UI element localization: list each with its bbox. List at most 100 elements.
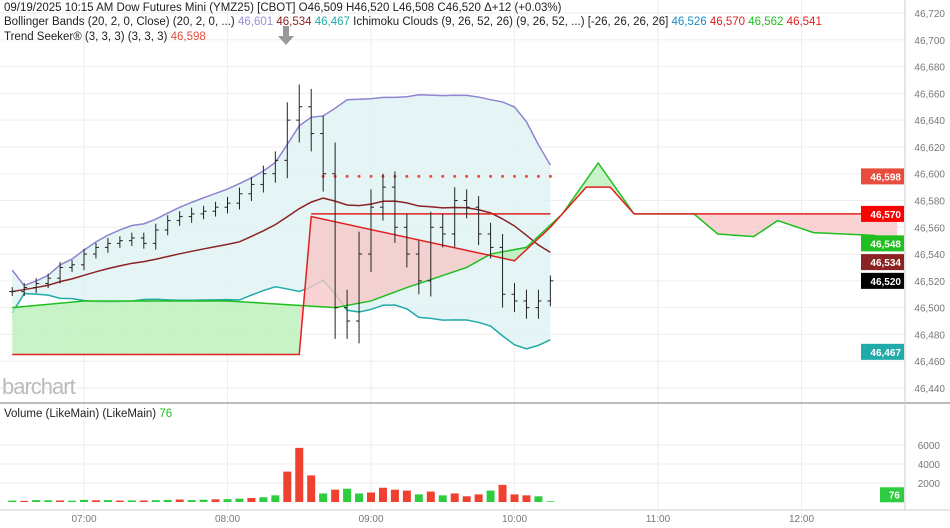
volume-tick-label: 6000 — [918, 441, 941, 452]
trend-seeker-dot — [345, 174, 349, 178]
volume-bar — [103, 500, 112, 502]
x-tick-label: 09:00 — [358, 514, 383, 525]
bb-label: Bollinger Bands (20, 2, 0, Close) (20, 2… — [4, 16, 235, 28]
price-tag — [861, 343, 904, 360]
volume-tag-label: 76 — [889, 490, 901, 501]
cloud-segment — [275, 303, 288, 355]
trend-seeker-dot — [405, 174, 409, 178]
cloud-segment — [442, 245, 455, 276]
bb-lower: 46,467 — [314, 16, 350, 28]
ich-v3: 46,562 — [748, 16, 784, 28]
price-bar — [284, 102, 291, 179]
volume-tag — [880, 487, 904, 503]
cloud-segment — [119, 300, 132, 355]
bollinger-upper — [11, 93, 552, 287]
price-tag — [861, 235, 904, 252]
cloud-segment — [813, 213, 826, 234]
cloud-segment — [179, 300, 192, 355]
cloud-segment — [741, 213, 754, 237]
cloud-segment — [107, 300, 120, 355]
cloud-segment — [753, 213, 766, 237]
cloud-segment — [191, 300, 204, 355]
volume-bar — [211, 499, 220, 502]
price-bar — [356, 231, 363, 344]
volume-bar — [68, 500, 77, 502]
price-bar — [45, 273, 52, 288]
price-bar — [499, 233, 506, 308]
volume-bar — [498, 484, 507, 502]
cloud-segment — [131, 300, 144, 355]
barchart-logo: barchart — [2, 374, 76, 399]
cloud-segment — [705, 213, 718, 234]
price-bar — [535, 289, 542, 319]
cloud-segment — [84, 300, 96, 355]
ichimoku-span-b — [12, 186, 898, 356]
price-bar — [427, 211, 434, 297]
volume-bar — [44, 500, 53, 502]
y-tick-label: 46,640 — [914, 116, 945, 127]
cloud-segment — [490, 251, 503, 259]
volume-bar — [127, 500, 136, 502]
price-bar — [152, 223, 159, 250]
volume-bar — [390, 489, 399, 502]
price-bar — [21, 283, 28, 297]
trend-seeker-dot — [357, 174, 361, 178]
cloud-segment — [394, 234, 407, 293]
cloud-segment — [335, 221, 348, 308]
volume-bar — [223, 499, 232, 502]
ich-v2: 46,570 — [709, 16, 746, 28]
price-bar — [69, 260, 76, 272]
price-bar — [224, 196, 231, 214]
cloud-segment — [203, 300, 216, 355]
volume-bar — [426, 491, 435, 502]
cloud-segment — [72, 300, 84, 355]
ts-value: 46,598 — [170, 31, 206, 43]
price-bar — [379, 173, 386, 221]
price-bar — [415, 240, 422, 295]
price-bar — [248, 177, 255, 201]
trend-seeker-dot — [369, 174, 373, 178]
volume-bar — [283, 471, 292, 502]
trend-seeker-dot — [489, 174, 493, 178]
cloud-segment — [12, 306, 25, 355]
price-tag-label: 46,598 — [870, 172, 901, 183]
cloud-segment — [466, 250, 479, 268]
cloud-segment — [251, 302, 264, 355]
volume-bar — [235, 498, 244, 502]
price-bar — [176, 211, 183, 226]
volume-bar — [522, 495, 531, 502]
price-bar — [547, 275, 554, 307]
price-bar — [272, 151, 279, 183]
y-tick-label: 46,520 — [914, 277, 945, 288]
price-tag-label: 46,534 — [870, 258, 901, 269]
cloud-segment — [311, 216, 324, 307]
volume-bar — [486, 490, 495, 502]
price-bar — [212, 201, 219, 217]
cloud-segment — [287, 304, 300, 355]
trend-seeker-dot — [501, 174, 505, 178]
ts-label: Trend Seeker® (3, 3, 3) (3, 3, 3) — [4, 31, 168, 43]
y-tick-label: 46,460 — [914, 357, 945, 368]
volume-bar — [367, 492, 375, 502]
price-tag-label: 46,467 — [870, 348, 901, 359]
price-bar — [92, 242, 99, 259]
volume-bar — [271, 495, 280, 502]
volume-bar — [438, 495, 447, 502]
volume-bar — [319, 493, 328, 502]
quote-header: 09/19/2025 10:15 AM Dow Futures Mini (YM… — [4, 2, 562, 14]
trend-seeker-dot — [441, 174, 445, 178]
price-tag-label: 46,570 — [870, 210, 901, 221]
price-bar — [320, 115, 327, 192]
cloud-segment — [359, 226, 371, 304]
trend-seeker-dot — [417, 174, 421, 178]
x-tick-label: 08:00 — [215, 514, 240, 525]
price-tag — [861, 168, 904, 185]
cloud-segment — [418, 239, 431, 284]
volume-bar — [295, 447, 304, 502]
volume-bar — [91, 500, 100, 502]
price-bar — [463, 189, 470, 219]
cloud-segment — [777, 213, 790, 225]
price-bar — [104, 238, 111, 253]
x-tick-label: 10:00 — [502, 514, 527, 525]
